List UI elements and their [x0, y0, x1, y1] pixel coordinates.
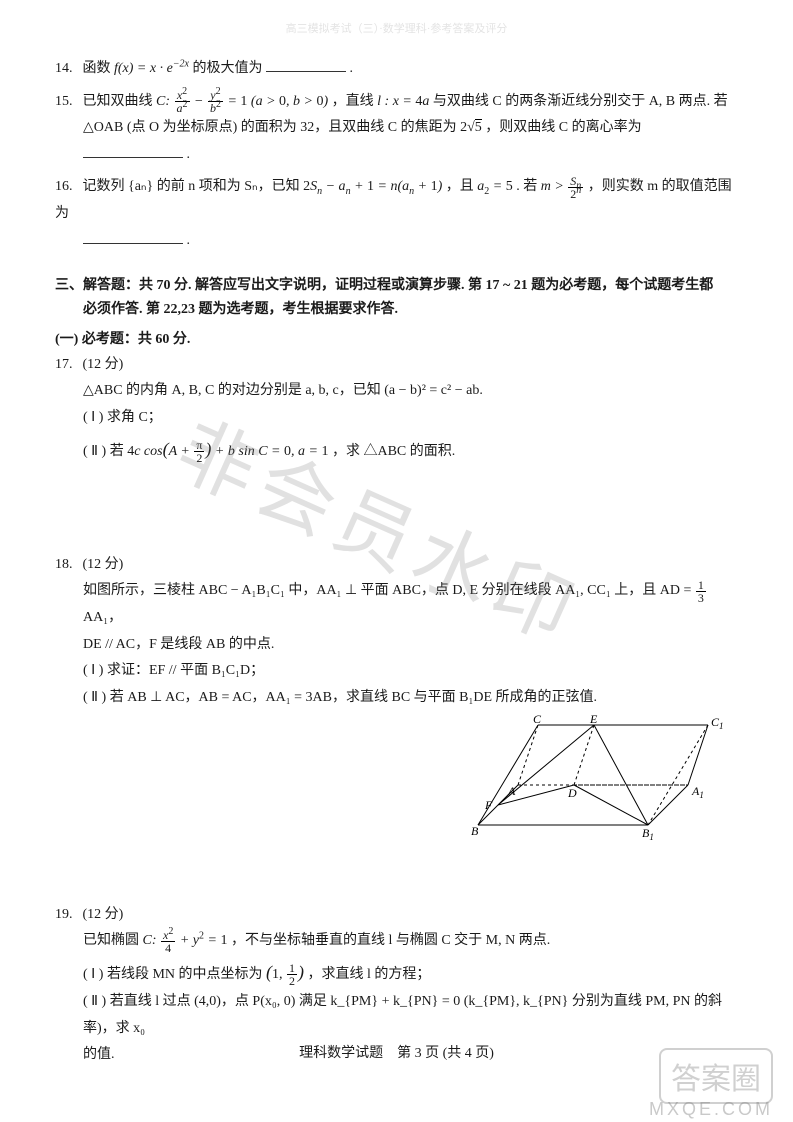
q16-text-1a: 记数列 {aₙ} 的前 n 项和为 Sₙ，已知	[83, 179, 304, 194]
section-3-title-a: 三、解答题：共 70 分. 解答应写出文字说明，证明过程或演算步骤. 第 17 …	[55, 274, 738, 298]
exam-page: 高三模拟考试（三）·数学理科·参考答案及评分 14. 函数 f(x) = x ·…	[0, 0, 793, 1122]
q17-body-text: △ABC 的内角 A, B, C 的对边分别是 a, b, c，已知 (a − …	[83, 383, 483, 398]
svg-text:C: C	[533, 715, 542, 726]
q15-number: 15.	[55, 89, 79, 116]
q16-formula-2: a2 = 5	[477, 179, 512, 194]
q19-part2-a: ( Ⅱ ) 若直线 l 过点 (4,0)，点 P(x₀, 0) 满足 k_{PM…	[83, 994, 722, 1036]
q15-text-2b: ，则双曲线 C 的离心率为	[485, 120, 641, 135]
q17-part2-b: ，求 △ABC 的面积.	[332, 444, 455, 459]
q14-text-a: 函数	[83, 61, 111, 76]
q19-body-a: 已知椭圆	[83, 933, 143, 948]
q17-part2-a: ( Ⅱ ) 若	[83, 444, 127, 459]
svg-text:B: B	[471, 824, 479, 838]
corner-logo: 答案圈	[659, 1048, 773, 1104]
q15-blank	[83, 143, 183, 158]
q16-number: 16.	[55, 174, 79, 201]
q17-part1: ( Ⅰ ) 求角 C；	[55, 405, 738, 432]
prism-diagram: B A C B1 A1 C1 F D E	[438, 715, 738, 845]
svg-text:B1: B1	[642, 826, 654, 842]
question-18: 18. (12 分) 如图所示，三棱柱 ABC − A₁B₁C₁ 中，AA₁ ⊥…	[55, 552, 738, 856]
q18-line2: DE // AC，F 是线段 AB 的中点.	[55, 632, 738, 659]
spacer	[55, 472, 738, 552]
q18-number: 18.	[55, 552, 79, 579]
q18-points: (12 分)	[83, 557, 124, 572]
q18-line1-b: AA₁，	[83, 610, 122, 625]
q17-part2-formula: 4c cos(A + π2) + b sin C = 0, a = 1	[127, 444, 328, 459]
q18-line1-a: 如图所示，三棱柱 ABC − A₁B₁C₁ 中，AA₁ ⊥ 平面 ABC，点 D…	[83, 583, 695, 598]
q14-blank	[266, 57, 346, 72]
svg-text:C1: C1	[711, 715, 724, 731]
q17-part2: ( Ⅱ ) 若 4c cos(A + π2) + b sin C = 0, a …	[55, 432, 738, 466]
question-15: 15. 已知双曲线 C: x2a2 − y2b2 = 1 (a > 0, b >…	[55, 89, 738, 169]
svg-text:D: D	[567, 786, 577, 800]
q16-formula-3: m > Sn2n	[541, 179, 588, 194]
question-16: 16. 记数列 {aₙ} 的前 n 项和为 Sₙ，已知 2Sn − an + 1…	[55, 174, 738, 254]
q19-number: 19.	[55, 902, 79, 929]
q19-part1-b: ，求直线 l 的方程；	[308, 967, 431, 982]
q15-text-1c: 与双曲线 C 的两条渐近线分别交于 A, B 两点. 若	[433, 94, 728, 109]
q17-body: △ABC 的内角 A, B, C 的对边分别是 a, b, c，已知 (a − …	[55, 378, 738, 405]
q19-part1-formula: (1, 12)	[266, 967, 304, 982]
question-14: 14. 函数 f(x) = x · e−2x 的极大值为 .	[55, 56, 738, 83]
spacer	[55, 862, 738, 902]
svg-text:A: A	[507, 784, 516, 798]
q18-line1: 如图所示，三棱柱 ABC − A₁B₁C₁ 中，AA₁ ⊥ 平面 ABC，点 D…	[55, 578, 738, 631]
q16-text-1c: . 若	[516, 179, 541, 194]
section-3-sub1: (一) 必考题：共 60 分.	[55, 328, 738, 348]
q17-points: (12 分)	[83, 357, 124, 372]
q19-body-b: ，不与坐标轴垂直的直线 l 与椭圆 C 交于 M, N 两点.	[231, 933, 550, 948]
q18-part1: ( Ⅰ ) 求证：EF // 平面 B₁C₁D；	[55, 658, 738, 685]
q15-text-1b: ，直线	[332, 94, 378, 109]
q16-text-1b: ，且	[446, 179, 478, 194]
q15-text-2a: △OAB (点 O 为坐标原点) 的面积为 32，且双曲线 C 的焦距为	[83, 120, 460, 135]
q18-line1-frac: 13	[696, 579, 706, 604]
q14-number: 14.	[55, 56, 79, 83]
q15-formula-3: 2√5	[460, 119, 482, 135]
q15-formula-1: C: x2a2 − y2b2 = 1 (a > 0, b > 0)	[156, 94, 332, 109]
q19-part2: ( Ⅱ ) 若直线 l 过点 (4,0)，点 P(x₀, 0) 满足 k_{PM…	[55, 989, 738, 1042]
q18-part2: ( Ⅱ ) 若 AB ⊥ AC，AB = AC，AA₁ = 3AB，求直线 BC…	[55, 685, 738, 712]
q16-blank	[83, 229, 183, 244]
q19-part1-a: ( Ⅰ ) 若线段 MN 的中点坐标为	[83, 967, 263, 982]
section-3-header: 三、解答题：共 70 分. 解答应写出文字说明，证明过程或演算步骤. 第 17 …	[55, 274, 738, 322]
q18-figure: B A C B1 A1 C1 F D E	[438, 715, 738, 856]
q15-text-1a: 已知双曲线	[83, 94, 157, 109]
q19-body: 已知椭圆 C: x24 + y2 = 1 ，不与坐标轴垂直的直线 l 与椭圆 C…	[55, 928, 738, 955]
q16-formula-1: 2Sn − an + 1 = n(an + 1)	[303, 179, 442, 194]
svg-text:A1: A1	[691, 784, 704, 800]
q19-part1: ( Ⅰ ) 若线段 MN 的中点坐标为 (1, 12) ，求直线 l 的方程；	[55, 955, 738, 989]
q19-body-formula: C: x24 + y2 = 1	[143, 933, 231, 948]
q14-period: .	[350, 61, 354, 76]
q17-number: 17.	[55, 352, 79, 379]
q15-formula-2: l : x = 4a	[377, 94, 429, 109]
question-17: 17. (12 分) △ABC 的内角 A, B, C 的对边分别是 a, b,…	[55, 352, 738, 466]
q16-period: .	[187, 233, 191, 248]
header-faint-text: 高三模拟考试（三）·数学理科·参考答案及评分	[55, 20, 738, 36]
q15-period: .	[187, 147, 191, 162]
corner-url: MXQE.COM	[649, 1099, 773, 1120]
svg-text:F: F	[484, 798, 493, 812]
svg-text:E: E	[589, 715, 598, 726]
q19-points: (12 分)	[83, 907, 124, 922]
q14-text-b: 的极大值为	[193, 61, 263, 76]
section-3-title-b: 必须作答. 第 22,23 题为选考题，考生根据要求作答.	[55, 298, 738, 322]
q14-formula: f(x) = x · e−2x	[114, 61, 193, 76]
